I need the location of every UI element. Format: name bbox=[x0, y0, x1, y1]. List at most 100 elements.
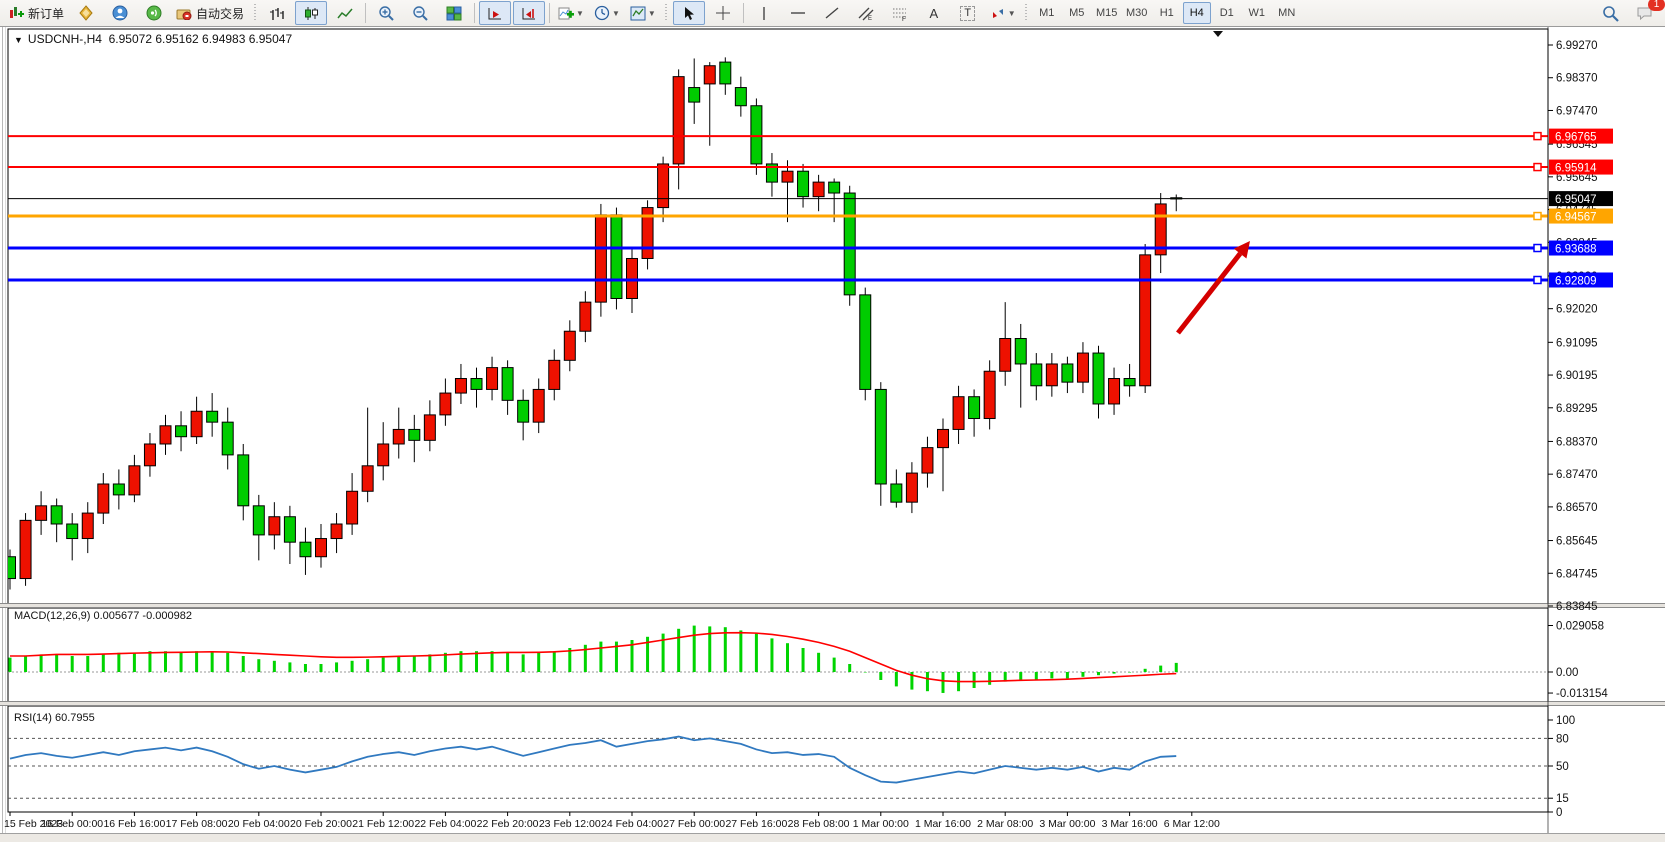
new-order-button[interactable]: 新订单 bbox=[5, 1, 68, 25]
auto-trading-label: 自动交易 bbox=[196, 6, 245, 21]
timeframe-h4-button[interactable]: H4 bbox=[1182, 2, 1211, 24]
line-chart-button[interactable] bbox=[329, 1, 361, 25]
chevron-down-icon: ▼ bbox=[576, 8, 584, 18]
price-axis-tick: 6.92020 bbox=[1556, 304, 1598, 316]
chart-shift-button[interactable] bbox=[513, 1, 546, 25]
hline-handle[interactable] bbox=[1533, 211, 1542, 221]
arrows-tool-icon bbox=[992, 8, 1003, 18]
favorites-icon bbox=[79, 5, 93, 21]
toolbar-separator bbox=[742, 3, 744, 23]
pane-splitter[interactable] bbox=[0, 701, 1665, 706]
time-axis-label: 20 Feb 04:00 bbox=[228, 818, 290, 830]
periods-button[interactable]: ▼ bbox=[590, 1, 624, 25]
timeframe-m15-button[interactable]: M15 bbox=[1096, 7, 1118, 19]
macd-axis-tick: -0.013154 bbox=[1556, 688, 1608, 700]
hline-handle[interactable] bbox=[1533, 131, 1542, 141]
toolbar-grip bbox=[252, 4, 258, 22]
time-axis-label: 27 Feb 00:00 bbox=[663, 818, 725, 830]
trendline-button[interactable] bbox=[816, 1, 848, 25]
search-icon bbox=[1602, 5, 1619, 22]
new-order-icon bbox=[10, 7, 24, 18]
toolbar-grip bbox=[1023, 4, 1029, 22]
label-tool-button[interactable]: T bbox=[952, 1, 984, 25]
time-axis-label: 6 Mar 12:00 bbox=[1164, 818, 1220, 830]
toolbar-grip bbox=[663, 4, 669, 22]
timeframe-w1-button[interactable]: W1 bbox=[1248, 7, 1265, 19]
price-axis-tick: 6.98370 bbox=[1556, 73, 1598, 85]
time-axis-label: 22 Feb 20:00 bbox=[477, 818, 539, 830]
rsi-axis-tick: 100 bbox=[1556, 715, 1575, 727]
chevron-down-icon: ▼ bbox=[1007, 8, 1016, 18]
zoom-in-button[interactable] bbox=[370, 1, 402, 25]
chart-window[interactable]: 6.992706.983706.974706.965456.956456.947… bbox=[0, 27, 1665, 842]
toolbar-separator bbox=[365, 3, 367, 23]
candles-layer bbox=[8, 57, 1183, 590]
candlestick-chart-icon bbox=[305, 6, 319, 20]
time-axis-label: 3 Mar 00:00 bbox=[1039, 818, 1095, 830]
broadcast-button[interactable] bbox=[138, 1, 170, 25]
auto-scroll-icon bbox=[488, 7, 502, 19]
auto-scroll-button[interactable] bbox=[479, 1, 512, 25]
hline-handle[interactable] bbox=[1533, 275, 1542, 285]
zoom-out-icon bbox=[413, 6, 428, 21]
tile-windows-icon bbox=[446, 6, 462, 20]
zoom-in-icon bbox=[379, 6, 394, 21]
svg-text:F: F bbox=[902, 16, 906, 21]
trend-arrow[interactable] bbox=[1176, 252, 1243, 335]
notification-badge: 1 bbox=[1648, 0, 1665, 11]
hline-price-box bbox=[1549, 272, 1613, 288]
price-axis-tick: 6.90195 bbox=[1556, 370, 1598, 382]
zoom-out-button[interactable] bbox=[404, 1, 436, 25]
cursor-button[interactable] bbox=[672, 1, 705, 25]
hline-handle[interactable] bbox=[1533, 243, 1542, 253]
price-axis-tick: 6.86570 bbox=[1556, 502, 1598, 514]
hline-price-label: 6.96765 bbox=[1555, 132, 1597, 144]
crosshair-button[interactable] bbox=[707, 1, 739, 25]
timeframe-m30-button[interactable]: M30 bbox=[1126, 7, 1148, 19]
macd-signal-line bbox=[10, 631, 1177, 683]
hline-price-label: 6.93688 bbox=[1555, 244, 1597, 256]
hline-handle[interactable] bbox=[1533, 162, 1542, 172]
time-axis-label: 20 Feb 20:00 bbox=[290, 818, 352, 830]
tile-windows-button[interactable] bbox=[438, 1, 470, 25]
fibonacci-button[interactable]: F bbox=[884, 1, 916, 25]
cursor-icon bbox=[684, 6, 694, 20]
vertical-line-button[interactable] bbox=[748, 1, 780, 25]
timeframe-m5-button[interactable]: M5 bbox=[1069, 7, 1085, 19]
candlestick-chart-button[interactable] bbox=[295, 1, 328, 25]
price-axis-tick: 6.89295 bbox=[1556, 403, 1598, 415]
horizontal-line-button[interactable] bbox=[782, 1, 814, 25]
timeframe-mn-button[interactable]: MN bbox=[1278, 7, 1296, 19]
main-toolbar: 新订单 自动交易 bbox=[0, 0, 1665, 27]
bar-chart-button[interactable] bbox=[261, 1, 293, 25]
hline-price-box bbox=[1549, 159, 1613, 175]
fibonacci-icon: F bbox=[892, 8, 906, 21]
auto-trading-button[interactable]: 自动交易 bbox=[172, 1, 248, 25]
label-tool-label: T bbox=[960, 5, 976, 21]
time-axis-label: 15 Feb 2023 bbox=[4, 818, 63, 830]
hline-price-box bbox=[1549, 240, 1613, 256]
chart-shift-marker-icon[interactable] bbox=[1213, 31, 1223, 37]
equidistant-channel-button[interactable]: E bbox=[850, 1, 882, 25]
pane-splitter[interactable] bbox=[0, 603, 1665, 608]
timeframe-m1-button[interactable]: M1 bbox=[1039, 7, 1055, 19]
timeframe-h1-button[interactable]: H1 bbox=[1159, 7, 1174, 19]
favorites-button[interactable] bbox=[70, 1, 102, 25]
timeframe-d1-button[interactable]: D1 bbox=[1219, 7, 1234, 19]
community-button[interactable] bbox=[104, 1, 136, 25]
price-axis-tick: 6.91095 bbox=[1556, 337, 1598, 349]
text-tool-button[interactable]: A bbox=[918, 1, 950, 25]
time-axis-label: 3 Mar 16:00 bbox=[1102, 818, 1158, 830]
price-chart: 6.992706.983706.974706.965456.956456.947… bbox=[0, 27, 1665, 842]
auto-trading-icon bbox=[176, 9, 192, 20]
arrows-tool-button[interactable]: ▼ bbox=[986, 1, 1020, 25]
search-button[interactable] bbox=[1594, 1, 1626, 25]
time-axis-label: 1 Mar 00:00 bbox=[853, 818, 909, 830]
hline-price-label: 6.94567 bbox=[1555, 212, 1597, 224]
templates-button[interactable]: ▼ bbox=[626, 1, 660, 25]
community-icon bbox=[112, 5, 128, 21]
svg-text:E: E bbox=[868, 16, 872, 21]
indicators-button[interactable]: ▼ bbox=[554, 1, 588, 25]
rsi-axis-tick: 0 bbox=[1556, 807, 1562, 819]
notifications-button[interactable]: 1 bbox=[1628, 0, 1665, 25]
